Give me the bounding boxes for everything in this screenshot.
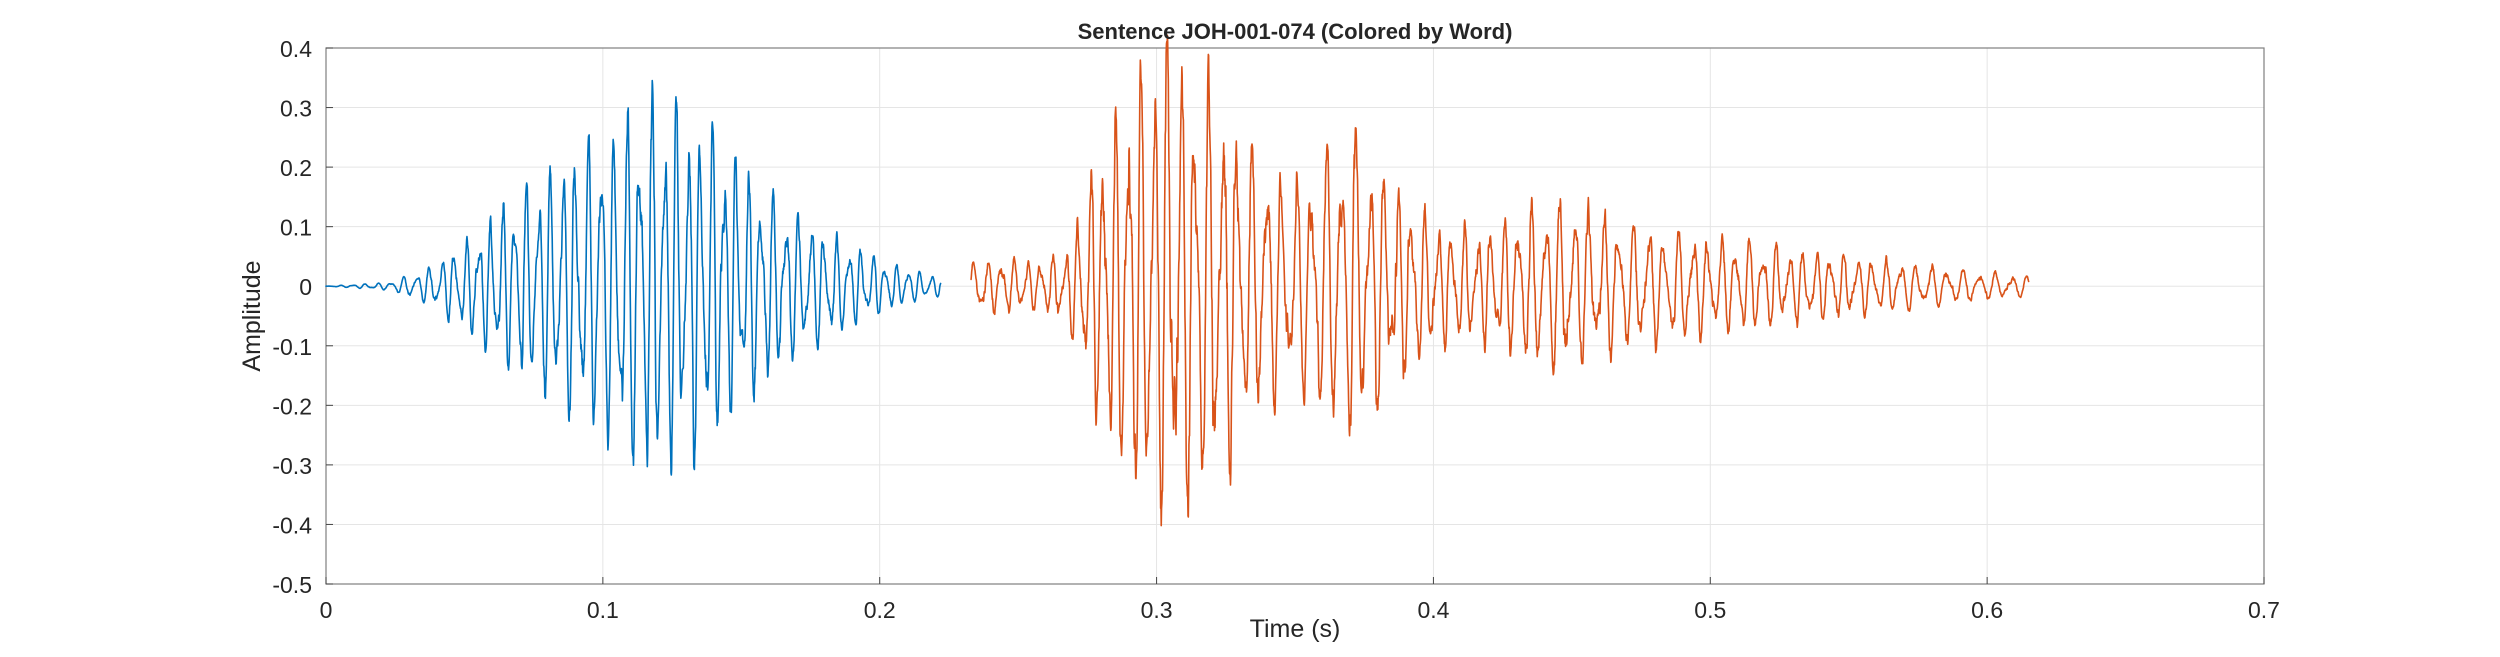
svg-text:-0.5: -0.5 — [272, 572, 312, 598]
svg-text:Sentence JOH-001-074 (Colored: Sentence JOH-001-074 (Colored by Word) — [1078, 19, 1513, 44]
svg-text:0.5: 0.5 — [1694, 597, 1726, 623]
svg-text:-0.3: -0.3 — [272, 453, 312, 479]
svg-text:0.3: 0.3 — [1141, 597, 1173, 623]
svg-text:0: 0 — [299, 274, 312, 300]
svg-text:0.4: 0.4 — [280, 36, 312, 62]
svg-text:0.4: 0.4 — [1417, 597, 1449, 623]
svg-text:-0.4: -0.4 — [272, 512, 312, 538]
svg-text:0: 0 — [320, 597, 333, 623]
svg-text:-0.1: -0.1 — [272, 334, 312, 360]
svg-text:0.1: 0.1 — [587, 597, 619, 623]
svg-text:-0.2: -0.2 — [272, 393, 312, 419]
svg-text:Time (s): Time (s) — [1250, 615, 1341, 643]
svg-text:Amplitude: Amplitude — [238, 260, 266, 371]
svg-text:0.3: 0.3 — [280, 96, 312, 122]
svg-text:0.2: 0.2 — [280, 155, 312, 181]
svg-text:0.1: 0.1 — [280, 215, 312, 241]
svg-text:0.7: 0.7 — [2248, 597, 2280, 623]
svg-text:0.6: 0.6 — [1971, 597, 2003, 623]
svg-text:0.2: 0.2 — [864, 597, 896, 623]
